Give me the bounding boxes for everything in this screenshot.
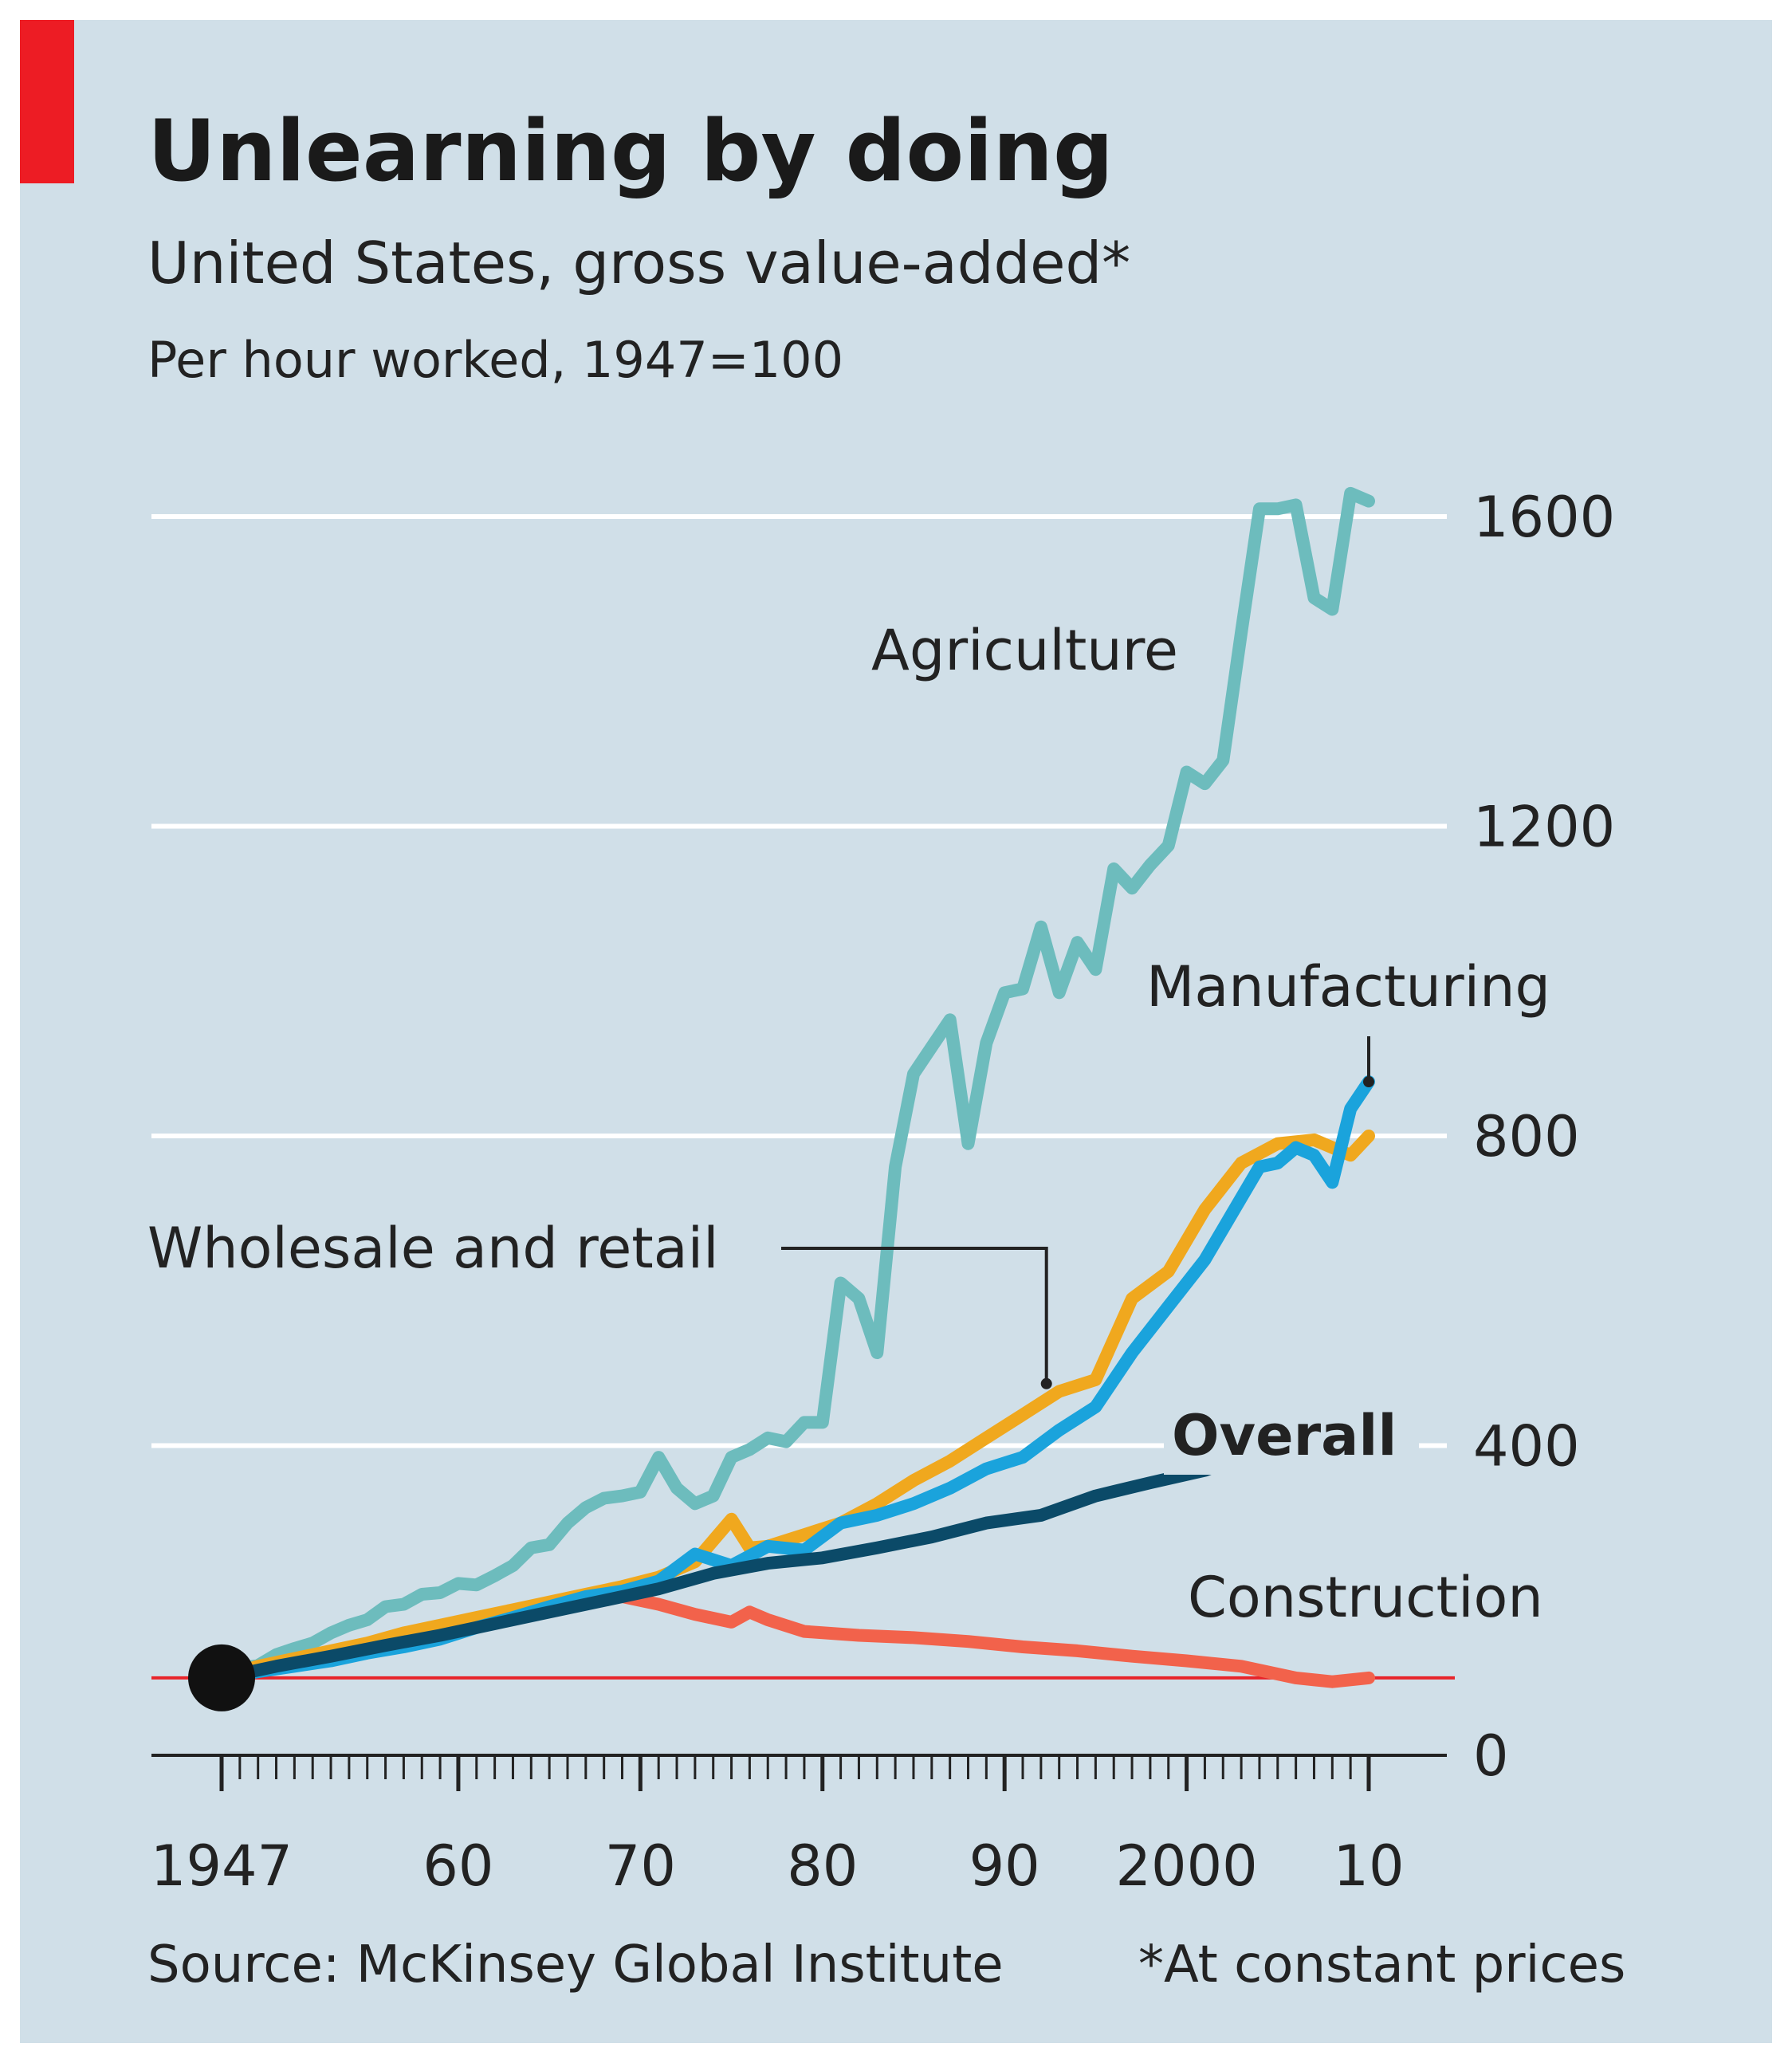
footnote: *At constant prices	[1138, 1935, 1626, 1994]
series-line-wholesale-and-retail	[215, 1130, 1375, 1684]
x-tick-label-2000: 2000	[1116, 1833, 1258, 1899]
chart-subtitle: United States, gross value-added*	[147, 230, 1131, 297]
chart-panel	[20, 20, 1772, 2043]
series-label-agriculture: Agriculture	[871, 618, 1178, 683]
start-point-1947	[188, 1644, 255, 1711]
y-tick-label-0: 0	[1473, 1723, 1509, 1789]
source-note: Source: McKinsey Global Institute	[147, 1935, 1004, 1994]
x-tick-label-1947: 1947	[151, 1833, 293, 1899]
series-line-agriculture	[215, 486, 1375, 1684]
x-tick-label-1980: 80	[787, 1833, 858, 1899]
y-tick-label-1200: 1200	[1473, 795, 1615, 860]
label-bg-overall	[1164, 1403, 1419, 1475]
leader-wholesale-retail	[781, 1247, 1048, 1384]
x-tick-label-1960: 60	[422, 1833, 493, 1899]
series-label-manufacturing: Manufacturing	[1146, 954, 1550, 1020]
chart-title: Unlearning by doing	[147, 102, 1114, 200]
series-line-overall	[215, 1425, 1375, 1684]
y-tick-label-400: 400	[1473, 1414, 1580, 1479]
x-tick-label-1970: 70	[605, 1833, 676, 1899]
y-tick-label-1600: 1600	[1473, 485, 1615, 550]
x-tick-label-2010: 10	[1333, 1833, 1404, 1899]
series-label-overall: Overall	[1172, 1403, 1397, 1468]
x-tick-label-1990: 90	[969, 1833, 1040, 1899]
unit-note: Per hour worked, 1947=100	[147, 331, 844, 389]
accent-red-bar	[20, 20, 74, 183]
series-label-construction: Construction	[1188, 1565, 1543, 1630]
series-label-wholesale-and-retail: Wholesale and retail	[147, 1216, 719, 1281]
leader-dot-manufacturing	[1363, 1076, 1374, 1088]
leader-dot-wholesale-retail	[1040, 1377, 1052, 1389]
y-tick-label-800: 800	[1473, 1104, 1580, 1169]
